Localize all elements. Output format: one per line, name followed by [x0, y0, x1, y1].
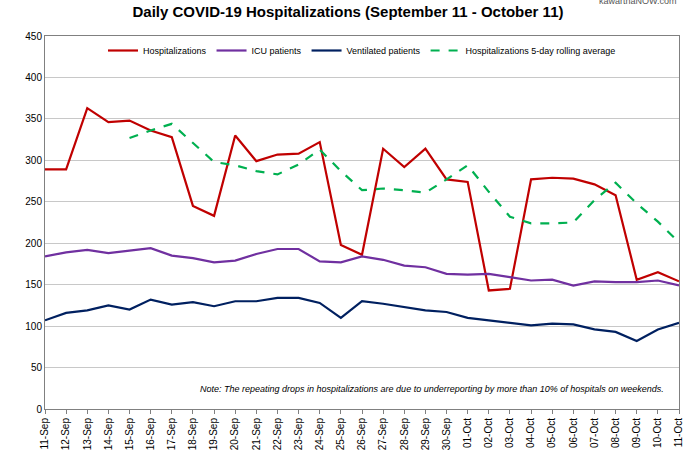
svg-text:300: 300 — [25, 155, 42, 166]
svg-text:25-Sep: 25-Sep — [335, 418, 346, 451]
svg-text:11-Sep: 11-Sep — [39, 418, 50, 450]
svg-text:Ventilated patients: Ventilated patients — [347, 46, 421, 56]
svg-text:Hospitalizations: Hospitalizations — [143, 46, 207, 56]
svg-text:07-Oct: 07-Oct — [589, 418, 600, 448]
svg-text:19-Sep: 19-Sep — [208, 418, 219, 451]
svg-text:22-Sep: 22-Sep — [272, 418, 283, 451]
svg-text:18-Sep: 18-Sep — [187, 418, 198, 451]
svg-text:250: 250 — [25, 196, 42, 207]
svg-text:27-Sep: 27-Sep — [377, 418, 388, 451]
svg-text:10-Oct: 10-Oct — [652, 418, 663, 448]
svg-text:09-Oct: 09-Oct — [631, 418, 642, 448]
svg-text:350: 350 — [25, 113, 42, 124]
svg-text:150: 150 — [25, 279, 42, 290]
svg-text:Hospitalizations 5-day rolling: Hospitalizations 5-day rolling average — [466, 46, 616, 56]
svg-text:01-Oct: 01-Oct — [462, 418, 473, 448]
svg-text:02-Oct: 02-Oct — [483, 418, 494, 448]
svg-text:12-Sep: 12-Sep — [60, 418, 71, 451]
svg-text:15-Sep: 15-Sep — [124, 418, 135, 451]
svg-text:Daily COVID-19 Hospitalization: Daily COVID-19 Hospitalizations (Septemb… — [133, 3, 564, 20]
svg-text:28-Sep: 28-Sep — [399, 418, 410, 451]
svg-text:26-Sep: 26-Sep — [356, 418, 367, 451]
svg-text:24-Sep: 24-Sep — [314, 418, 325, 451]
svg-text:21-Sep: 21-Sep — [251, 418, 262, 451]
svg-text:03-Oct: 03-Oct — [504, 418, 515, 448]
svg-text:23-Sep: 23-Sep — [293, 418, 304, 451]
svg-text:29-Sep: 29-Sep — [420, 418, 431, 451]
svg-text:11-Oct: 11-Oct — [673, 418, 684, 447]
svg-text:kawarthaNOW.com: kawarthaNOW.com — [599, 0, 677, 6]
svg-text:450: 450 — [25, 31, 42, 42]
svg-text:14-Sep: 14-Sep — [103, 418, 114, 451]
svg-text:05-Oct: 05-Oct — [546, 418, 557, 448]
svg-text:100: 100 — [25, 321, 42, 332]
svg-text:13-Sep: 13-Sep — [82, 418, 93, 451]
svg-text:Note: The repeating drops in h: Note: The repeating drops in hospitaliza… — [200, 384, 664, 394]
svg-text:20-Sep: 20-Sep — [229, 418, 240, 451]
svg-text:0: 0 — [36, 404, 42, 415]
svg-text:ICU patients: ICU patients — [252, 46, 302, 56]
svg-text:17-Sep: 17-Sep — [166, 418, 177, 451]
svg-text:400: 400 — [25, 72, 42, 83]
svg-text:200: 200 — [25, 238, 42, 249]
svg-text:04-Oct: 04-Oct — [525, 418, 536, 448]
svg-text:50: 50 — [31, 362, 43, 373]
svg-text:16-Sep: 16-Sep — [145, 418, 156, 451]
svg-text:08-Oct: 08-Oct — [610, 418, 621, 448]
svg-text:06-Oct: 06-Oct — [568, 418, 579, 448]
svg-text:30-Sep: 30-Sep — [441, 418, 452, 451]
